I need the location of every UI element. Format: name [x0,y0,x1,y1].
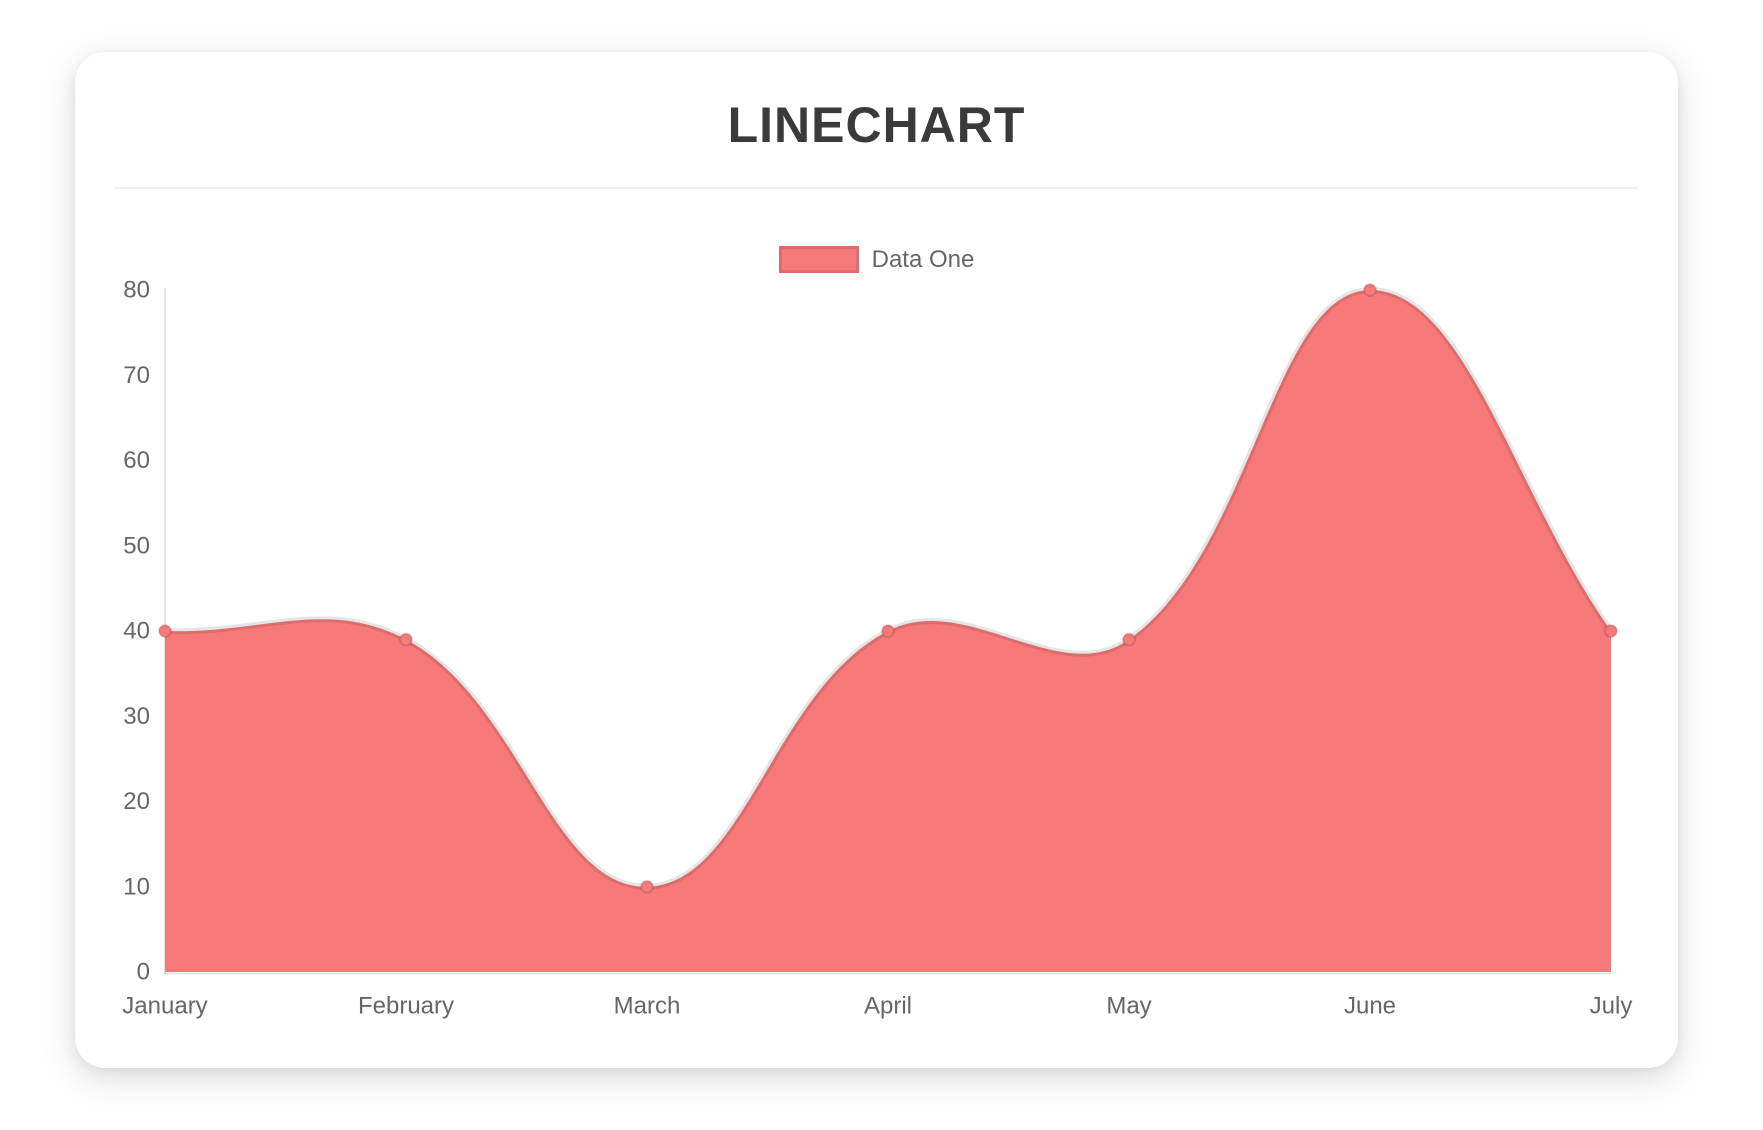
y-tick-label-50: 50 [123,532,150,559]
x-tick-label-april: April [864,993,912,1020]
title-divider [115,187,1638,189]
data-point-february[interactable] [399,632,413,647]
y-tick-label-30: 30 [123,703,150,730]
data-point-july[interactable] [1604,624,1618,638]
y-tick-label-20: 20 [123,788,150,815]
y-tick-label-80: 80 [123,277,150,304]
y-tick-label-60: 60 [123,447,150,474]
data-point-march[interactable] [640,879,654,894]
data-point-january[interactable] [158,624,172,638]
legend-swatch-icon [778,246,859,273]
y-tick-label-40: 40 [123,618,150,645]
data-point-april[interactable] [881,624,895,638]
chart-card: LINECHART Data One 0 10 20 30 40 50 60 70 80 Janu… [75,52,1678,1068]
data-point-june[interactable] [1363,283,1377,297]
series-line [162,287,1614,890]
x-tick-label-june: June [1344,993,1396,1020]
line-chart-canvas[interactable]: 0 10 20 30 40 50 60 70 80 January February March Apr… [75,52,1678,1068]
chart-title: LINECHART [727,97,1026,153]
y-tick-label-70: 70 [123,362,150,389]
legend-label: Data One [871,246,975,273]
x-tick-label-july: July [1590,993,1633,1020]
y-tick-label-0: 0 [137,959,150,986]
data-point-may[interactable] [1122,632,1136,647]
y-tick-label-10: 10 [123,873,150,900]
x-tick-label-may: May [1106,993,1151,1020]
x-tick-label-february: February [358,993,454,1020]
x-tick-label-january: January [122,993,207,1020]
x-tick-label-march: March [614,993,681,1020]
chart-legend[interactable]: Data One [75,246,1678,273]
